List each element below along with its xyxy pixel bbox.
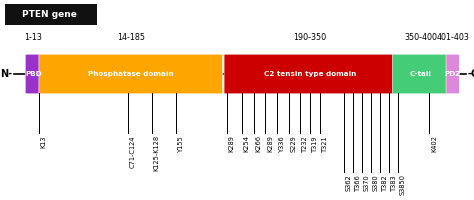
Text: T321: T321 <box>322 135 328 152</box>
Bar <box>5 4 97 25</box>
Text: 401-403: 401-403 <box>436 33 469 42</box>
Text: K125-K128: K125-K128 <box>154 135 160 171</box>
Text: Phosphatase domain: Phosphatase domain <box>88 71 173 77</box>
Text: T383: T383 <box>391 174 397 191</box>
Text: C2 tensin type domain: C2 tensin type domain <box>264 71 356 77</box>
Text: K266: K266 <box>255 135 262 152</box>
Text: 190-350: 190-350 <box>293 33 327 42</box>
Text: C71-C124: C71-C124 <box>130 135 136 168</box>
Text: S370: S370 <box>364 174 370 191</box>
FancyBboxPatch shape <box>392 54 449 94</box>
Text: K402: K402 <box>431 135 438 152</box>
Text: Y155: Y155 <box>178 135 184 152</box>
Text: K13: K13 <box>41 135 47 148</box>
Text: S3850: S3850 <box>400 174 406 195</box>
FancyBboxPatch shape <box>25 54 42 94</box>
Text: PTEN gene: PTEN gene <box>22 10 77 19</box>
FancyBboxPatch shape <box>39 54 223 94</box>
Text: S380: S380 <box>373 174 379 191</box>
Text: K289: K289 <box>228 135 235 152</box>
Text: Y336: Y336 <box>279 135 285 152</box>
Text: -C: -C <box>468 69 474 79</box>
FancyBboxPatch shape <box>224 54 396 94</box>
FancyBboxPatch shape <box>446 54 459 94</box>
Text: T232: T232 <box>302 135 308 152</box>
Text: S362: S362 <box>346 174 352 191</box>
Text: 1-13: 1-13 <box>25 33 42 42</box>
Text: T366: T366 <box>355 174 361 191</box>
Text: PBD: PBD <box>25 71 42 77</box>
Text: K289: K289 <box>267 135 273 152</box>
Text: T319: T319 <box>312 135 318 152</box>
Text: C-tail: C-tail <box>410 71 431 77</box>
Text: T382: T382 <box>382 174 388 191</box>
Text: 14-185: 14-185 <box>117 33 145 42</box>
Text: 350-400: 350-400 <box>404 33 437 42</box>
Text: K254: K254 <box>244 135 250 152</box>
Text: PDZ: PDZ <box>444 71 461 77</box>
Text: N-: N- <box>0 69 12 79</box>
Text: S229: S229 <box>291 135 297 152</box>
